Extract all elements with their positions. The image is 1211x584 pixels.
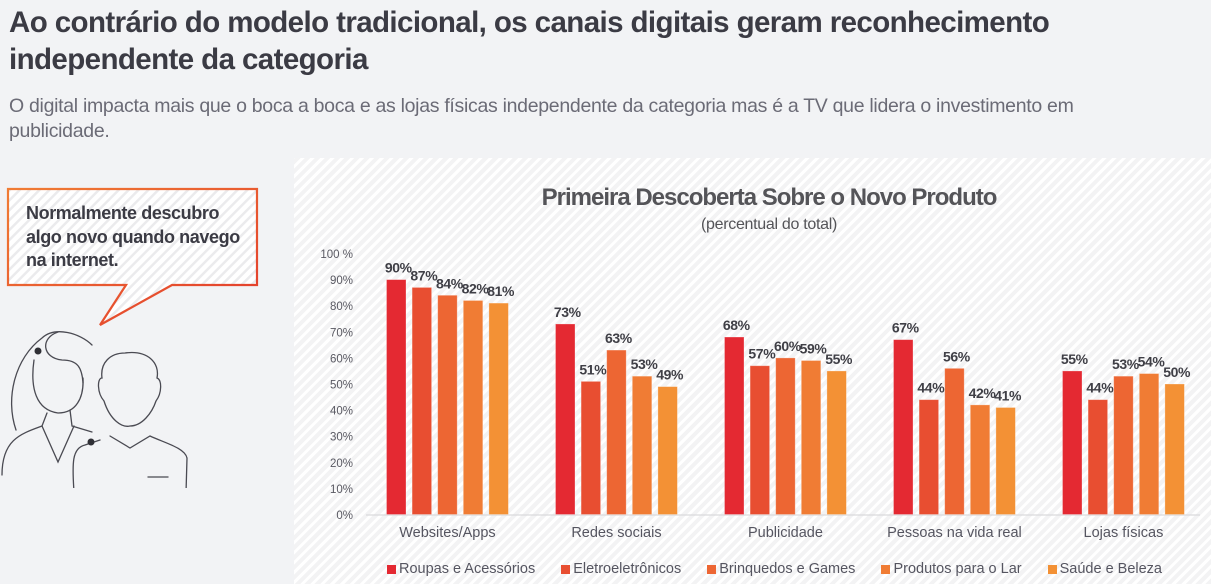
chart-subtitle: (percentual do total): [700, 216, 837, 233]
speech-bubble: [6, 187, 259, 326]
legend-item: Saúde e Beleza: [1047, 561, 1162, 577]
legend-swatch: [1047, 564, 1057, 574]
legend-item: Brinquedos e Games: [707, 561, 855, 577]
legend-label: Brinquedos e Games: [719, 561, 856, 577]
callout-text: Normalmente descubro algo novo quando na…: [26, 203, 240, 270]
people-icon: [1, 331, 188, 488]
legend-item: Produtos para o Lar: [881, 561, 1022, 577]
chart-title: Primeira Descoberta Sobre o Novo Produto: [541, 184, 998, 211]
legend-swatch: [881, 564, 891, 574]
legend-swatch: [387, 564, 396, 574]
page-title: Ao contrário do modelo tradicional, os c…: [9, 6, 1050, 76]
legend-item: Roupas e Acessórios: [387, 561, 535, 577]
legend-label: Eletroeletrônicos: [573, 561, 682, 577]
legend-swatch: [561, 564, 571, 574]
legend-label: Roupas e Acessórios: [399, 561, 536, 577]
chart-legend: Roupas e Acessórios Eletroeletrônicos Brin…: [387, 561, 1188, 577]
legend-swatch: [707, 564, 717, 574]
legend-item: Eletroeletrônicos: [561, 561, 681, 577]
legend-label: Produtos para o Lar: [893, 561, 1022, 577]
page-subtitle: O digital impacta mais que o boca a boca…: [9, 95, 1074, 142]
legend-label: Saúde e Beleza: [1059, 561, 1162, 577]
